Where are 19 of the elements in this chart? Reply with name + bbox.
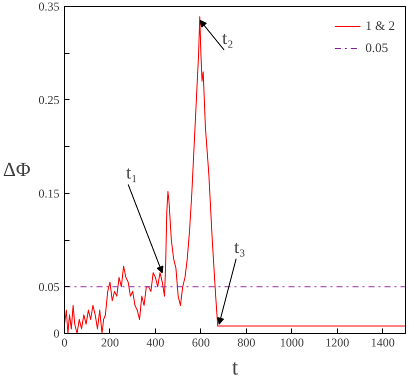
annotation: t₁ <box>126 162 138 182</box>
x-tick-label: 200 <box>100 336 119 350</box>
legend-label: 0.05 <box>365 40 388 56</box>
legend-label: 1 & 2 <box>365 18 395 34</box>
y-axis-title: ΔΦ <box>3 159 31 181</box>
y-tick-label: 0.15 <box>38 186 60 200</box>
x-tick-label: 800 <box>237 336 256 350</box>
y-tick-label: 0.25 <box>38 92 60 107</box>
x-tick-label: 1200 <box>325 336 350 350</box>
x-axis-title: t <box>232 354 238 380</box>
annotation: t₂ <box>222 28 234 48</box>
annotation: t₃ <box>234 236 246 257</box>
x-tick-label: 1000 <box>280 336 304 350</box>
x-tick-label: 600 <box>192 336 210 350</box>
x-tick-label: 400 <box>146 336 164 350</box>
y-tick-label: 0.35 <box>38 0 60 14</box>
y-tick-label: 0.05 <box>38 280 60 294</box>
y-tick-label: 0 <box>54 326 60 340</box>
x-tick-label: 1400 <box>370 336 395 350</box>
